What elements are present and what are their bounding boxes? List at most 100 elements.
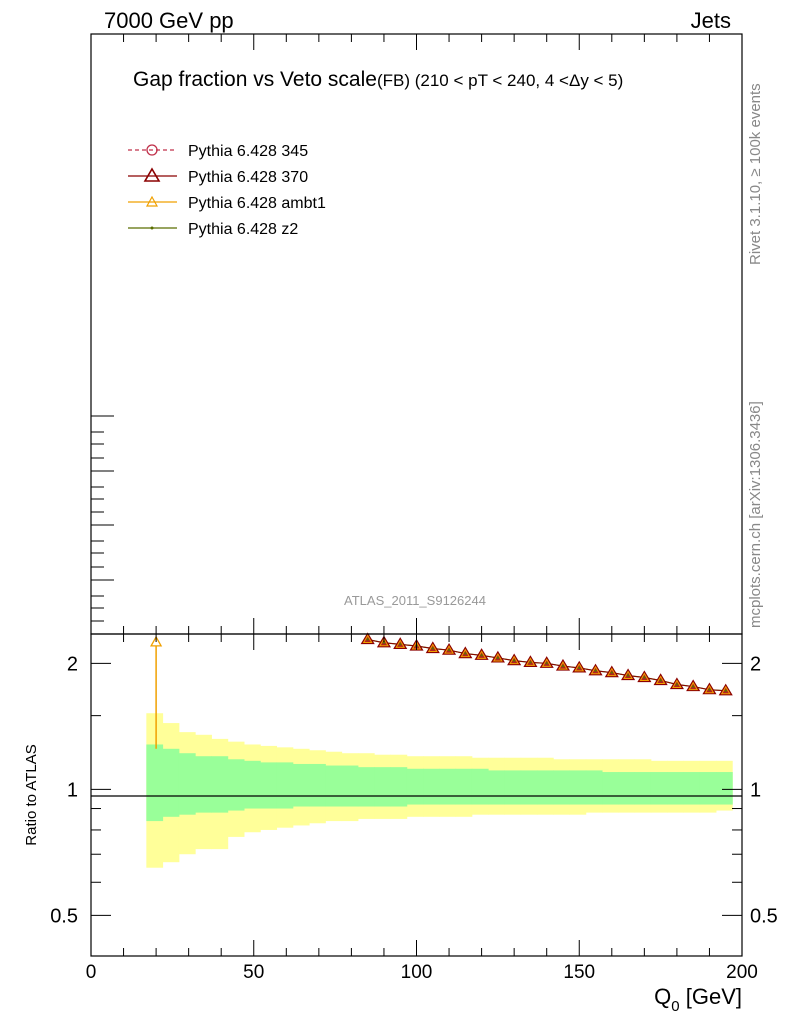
inner-band-bin xyxy=(585,770,603,805)
ambt1-point xyxy=(149,635,163,647)
ratio-y-tick-label-right: 2 xyxy=(750,653,761,675)
x-tick-label: 50 xyxy=(243,962,264,983)
inner-band-bin xyxy=(439,768,457,805)
legend-label: Pythia 6.428 345 xyxy=(188,143,308,160)
plot-title: Gap fraction vs Veto scale(FB) (210 < pT… xyxy=(133,68,623,91)
legend-label: Pythia 6.428 z2 xyxy=(188,221,298,238)
inner-band-bin xyxy=(178,753,196,815)
inner-band-bin xyxy=(260,762,278,809)
ambt1-point xyxy=(672,679,682,689)
z2-point xyxy=(643,676,646,679)
inner-band-bin xyxy=(390,767,408,807)
ratio-y-tick-label-right: 1 xyxy=(750,779,761,801)
ambt1-point xyxy=(704,684,715,694)
ambt1-point xyxy=(427,643,438,652)
z2-point xyxy=(708,688,711,691)
inner-band-bin xyxy=(162,748,180,817)
z2-point xyxy=(382,641,386,644)
inner-band-bin xyxy=(634,772,652,805)
ratio-y-tick-label-right: 0.5 xyxy=(750,905,778,927)
inner-band-bin xyxy=(455,768,473,805)
ambt1-point xyxy=(590,665,601,675)
ratio-y-tick-label-left: 2 xyxy=(67,653,78,675)
main-panel-y-ticks xyxy=(91,415,114,622)
z2-point xyxy=(659,679,662,682)
main-panel-frame xyxy=(90,33,743,635)
inner-band-bin xyxy=(715,772,733,805)
ambt1-point xyxy=(655,675,666,684)
inner-band-bin xyxy=(520,770,538,805)
legend-marker xyxy=(150,226,154,230)
z2-point xyxy=(691,685,695,688)
inner-band-bin xyxy=(292,763,310,807)
legend: Pythia 6.428 345 Pythia 6.428 370 Pythia 6… xyxy=(128,143,326,238)
ambt1-point xyxy=(688,681,699,691)
x-tick-label: 0 xyxy=(86,962,97,983)
ambt1-point xyxy=(460,648,471,658)
main-panel-x-ticks xyxy=(90,34,743,634)
ambt1-point xyxy=(362,634,373,643)
inner-band-bin xyxy=(553,770,570,805)
ambt1-point xyxy=(476,650,487,659)
legend-label: Pythia 6.428 370 xyxy=(188,169,308,186)
inner-band-bin xyxy=(406,768,424,805)
z2-point xyxy=(464,652,467,655)
inner-band-bin xyxy=(569,770,587,805)
ambt1-point xyxy=(623,670,633,680)
inner-band-bin xyxy=(309,763,326,807)
legend-marker xyxy=(145,195,159,207)
inner-band-bin xyxy=(227,759,245,811)
z2-point xyxy=(594,669,597,672)
z2-point xyxy=(480,654,483,657)
z2-point xyxy=(366,638,369,641)
legend-label: Pythia 6.428 ambt1 xyxy=(188,195,326,212)
inner-band-bin xyxy=(146,744,164,822)
ratio-y-axis-label: Ratio to ATLAS xyxy=(23,744,40,845)
x-tick-label: 100 xyxy=(401,962,433,983)
inner-band-bin xyxy=(667,772,684,805)
plot-title-sub: (FB) (210 < pT < 240, 4 <Δy < 5) xyxy=(377,71,623,90)
x-tick-label: 150 xyxy=(563,962,595,983)
ambt1-point xyxy=(574,662,585,672)
ambt1-point xyxy=(720,685,731,695)
ambt1-point xyxy=(444,645,454,654)
legend-marker xyxy=(146,144,158,156)
analysis-label: ATLAS_2011_S9126244 xyxy=(344,593,486,608)
ambt1-point xyxy=(639,672,650,682)
inner-band-bin xyxy=(195,756,212,813)
z2-point xyxy=(529,661,532,664)
rivet-label: Rivet 3.1.10, ≥ 100k events xyxy=(747,83,764,265)
z2-point xyxy=(399,643,402,646)
z2-point xyxy=(496,656,500,660)
z2-point xyxy=(512,659,516,662)
header-right: Jets xyxy=(691,8,731,33)
z2-point xyxy=(626,674,630,677)
ambt1-point xyxy=(525,657,536,666)
plot-title-main: Gap fraction vs Veto scale xyxy=(133,68,377,91)
header-left: 7000 GeV pp xyxy=(104,8,234,33)
x-axis-label-main: Q xyxy=(654,984,671,1009)
inner-band-bin xyxy=(602,772,619,805)
inner-band-bin xyxy=(423,768,440,805)
ambt1-point xyxy=(379,637,389,647)
ambt1-point xyxy=(395,639,406,648)
ambt1-point xyxy=(558,661,568,670)
ratio-series xyxy=(149,632,733,749)
x-axis-label: Q0 [GeV] xyxy=(654,984,742,1015)
inner-band-bin xyxy=(504,770,522,805)
z2-point xyxy=(431,647,434,650)
inner-band-bin xyxy=(374,767,391,807)
inner-band-bin xyxy=(341,765,359,807)
inner-band-bin xyxy=(683,772,701,805)
inner-band-bin xyxy=(699,772,717,805)
x-tick-label: 200 xyxy=(726,962,758,983)
inner-band-bin xyxy=(488,770,505,805)
ambt1-point xyxy=(541,658,552,667)
inner-band-bin xyxy=(650,772,668,805)
ambt1-point xyxy=(606,667,617,677)
ratio-y-tick-label-left: 1 xyxy=(67,779,78,801)
uncertainty-bands xyxy=(146,713,733,868)
mcplots-label: mcplots.cern.ch [arXiv:1306.3436] xyxy=(747,401,764,628)
